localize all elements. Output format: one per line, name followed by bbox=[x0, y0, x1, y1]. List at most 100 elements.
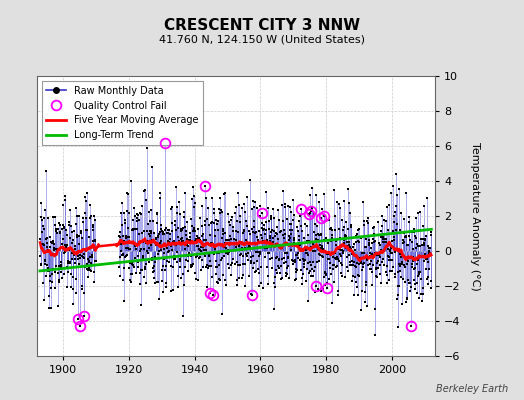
Point bbox=[397, 274, 405, 280]
Point bbox=[206, 263, 215, 270]
Point bbox=[264, 205, 272, 211]
Point bbox=[276, 242, 284, 249]
Point bbox=[329, 265, 337, 272]
Point bbox=[140, 228, 148, 234]
Point bbox=[305, 270, 313, 276]
Point bbox=[342, 242, 351, 249]
Point bbox=[189, 228, 198, 234]
Point bbox=[134, 212, 143, 218]
Point bbox=[178, 235, 186, 241]
Point bbox=[352, 278, 361, 285]
Point bbox=[287, 230, 295, 237]
Point bbox=[336, 251, 344, 257]
Point bbox=[152, 235, 160, 242]
Point bbox=[121, 220, 129, 226]
Point bbox=[269, 239, 277, 246]
Point bbox=[336, 235, 344, 241]
Point bbox=[221, 277, 229, 283]
Point bbox=[167, 288, 175, 294]
Point bbox=[219, 226, 227, 232]
Point bbox=[245, 228, 253, 234]
Point bbox=[253, 241, 261, 248]
Point bbox=[339, 248, 347, 254]
Point bbox=[421, 250, 429, 257]
Point bbox=[291, 259, 299, 266]
Point bbox=[422, 256, 430, 262]
Point bbox=[42, 168, 50, 174]
Point bbox=[271, 232, 279, 239]
Point bbox=[149, 265, 157, 272]
Point bbox=[259, 225, 268, 232]
Point bbox=[323, 280, 331, 286]
Point bbox=[303, 298, 312, 304]
Point bbox=[144, 238, 152, 244]
Point bbox=[268, 205, 277, 212]
Point bbox=[400, 279, 409, 285]
Point bbox=[247, 258, 256, 264]
Point bbox=[159, 228, 167, 235]
Point bbox=[88, 251, 96, 258]
Point bbox=[198, 257, 206, 263]
Point bbox=[204, 262, 213, 269]
Point bbox=[301, 245, 310, 252]
Point bbox=[63, 242, 71, 248]
Point bbox=[137, 211, 145, 218]
Point bbox=[244, 245, 252, 252]
Point bbox=[347, 261, 356, 268]
Point bbox=[288, 256, 296, 263]
Point bbox=[136, 267, 145, 273]
Point bbox=[356, 256, 364, 262]
Point bbox=[205, 257, 214, 264]
Point bbox=[340, 198, 348, 205]
Point bbox=[212, 271, 220, 278]
Point bbox=[323, 284, 332, 291]
Point bbox=[369, 255, 377, 261]
Point bbox=[155, 248, 163, 254]
Point bbox=[415, 294, 423, 301]
Point bbox=[223, 236, 231, 243]
Point bbox=[384, 227, 392, 233]
Point bbox=[354, 226, 363, 232]
Point bbox=[211, 227, 220, 233]
Point bbox=[280, 227, 288, 234]
Point bbox=[231, 228, 239, 234]
Point bbox=[314, 236, 322, 243]
Point bbox=[37, 261, 45, 268]
Point bbox=[372, 264, 380, 271]
Point bbox=[227, 272, 235, 278]
Point bbox=[201, 183, 209, 190]
Point bbox=[241, 209, 249, 216]
Point bbox=[261, 231, 270, 238]
Point bbox=[150, 230, 159, 236]
Point bbox=[402, 233, 410, 240]
Point bbox=[193, 253, 201, 259]
Point bbox=[121, 217, 129, 223]
Point bbox=[352, 233, 360, 239]
Point bbox=[170, 238, 178, 244]
Point bbox=[305, 259, 314, 266]
Point bbox=[405, 280, 413, 286]
Point bbox=[334, 246, 343, 252]
Point bbox=[59, 236, 67, 242]
Point bbox=[163, 238, 172, 244]
Point bbox=[204, 204, 212, 211]
Point bbox=[353, 260, 361, 266]
Point bbox=[312, 283, 320, 289]
Point bbox=[234, 242, 243, 249]
Point bbox=[387, 250, 396, 257]
Point bbox=[341, 233, 349, 240]
Point bbox=[173, 259, 181, 266]
Point bbox=[400, 230, 408, 236]
Point bbox=[147, 206, 155, 213]
Point bbox=[299, 271, 307, 278]
Point bbox=[389, 237, 398, 244]
Point bbox=[118, 252, 127, 258]
Point bbox=[188, 196, 196, 202]
Point bbox=[374, 264, 382, 271]
Point bbox=[290, 240, 298, 246]
Point bbox=[378, 213, 387, 219]
Point bbox=[127, 279, 135, 285]
Point bbox=[82, 214, 90, 221]
Point bbox=[79, 215, 88, 221]
Point bbox=[347, 251, 356, 257]
